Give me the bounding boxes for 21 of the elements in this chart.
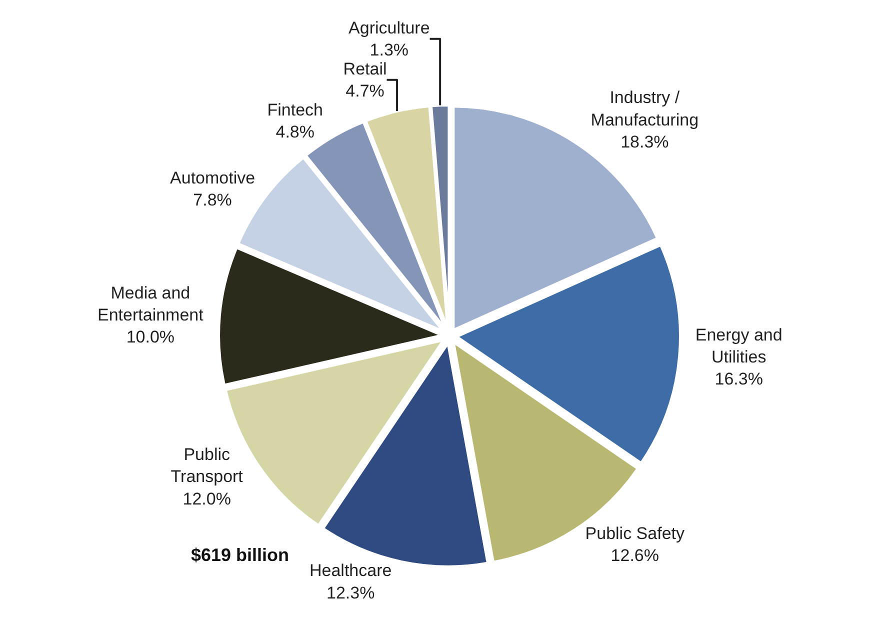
data-label: 1.3%: [370, 40, 409, 60]
data-label: 4.8%: [276, 122, 314, 142]
data-label: 16.3%: [714, 369, 763, 388]
data-label: 12.3%: [326, 583, 375, 602]
slice-label: Energy and Utilities: [695, 325, 782, 366]
text: $619 billion: [191, 545, 290, 565]
slice-label: Public Safety: [585, 524, 685, 543]
data-label: 10.0%: [126, 328, 175, 347]
data-label: 12.6%: [610, 546, 659, 565]
data-label: 4.7%: [346, 81, 384, 100]
slice-label: Healthcare: [310, 561, 392, 580]
slice-label: Agriculture: [348, 18, 430, 38]
slice-label: Industry / Manufacturing: [590, 88, 699, 130]
data-label: 12.0%: [182, 489, 231, 508]
data-label: 18.3%: [620, 132, 669, 152]
slice-label: Fintech: [267, 100, 323, 120]
slice-label: Media and Entertainment: [98, 284, 204, 325]
data-label: 7.8%: [193, 190, 232, 210]
slice-label: Retail: [343, 59, 387, 78]
slice-label: Public Transport: [170, 445, 244, 486]
slice-label: Automotive: [170, 168, 256, 188]
